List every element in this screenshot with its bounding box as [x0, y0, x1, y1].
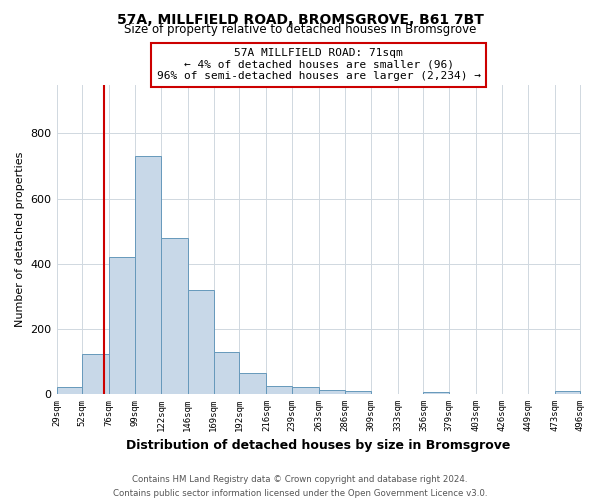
- Text: Contains HM Land Registry data © Crown copyright and database right 2024.
Contai: Contains HM Land Registry data © Crown c…: [113, 476, 487, 498]
- Text: Size of property relative to detached houses in Bromsgrove: Size of property relative to detached ho…: [124, 22, 476, 36]
- Bar: [424, 392, 449, 394]
- X-axis label: Distribution of detached houses by size in Bromsgrove: Distribution of detached houses by size …: [127, 440, 511, 452]
- Text: 57A MILLFIELD ROAD: 71sqm
← 4% of detached houses are smaller (96)
96% of semi-d: 57A MILLFIELD ROAD: 71sqm ← 4% of detach…: [157, 48, 481, 82]
- Bar: [292, 387, 319, 394]
- Bar: [82, 354, 109, 394]
- Bar: [319, 390, 345, 394]
- Bar: [345, 391, 371, 394]
- Bar: [239, 373, 266, 394]
- Bar: [161, 238, 188, 394]
- Bar: [554, 392, 580, 394]
- Bar: [135, 156, 161, 394]
- Bar: [188, 290, 214, 394]
- Bar: [266, 386, 292, 394]
- Bar: [56, 387, 82, 394]
- Bar: [214, 352, 239, 394]
- Bar: [109, 256, 135, 394]
- Text: 57A, MILLFIELD ROAD, BROMSGROVE, B61 7BT: 57A, MILLFIELD ROAD, BROMSGROVE, B61 7BT: [116, 12, 484, 26]
- Y-axis label: Number of detached properties: Number of detached properties: [15, 152, 25, 327]
